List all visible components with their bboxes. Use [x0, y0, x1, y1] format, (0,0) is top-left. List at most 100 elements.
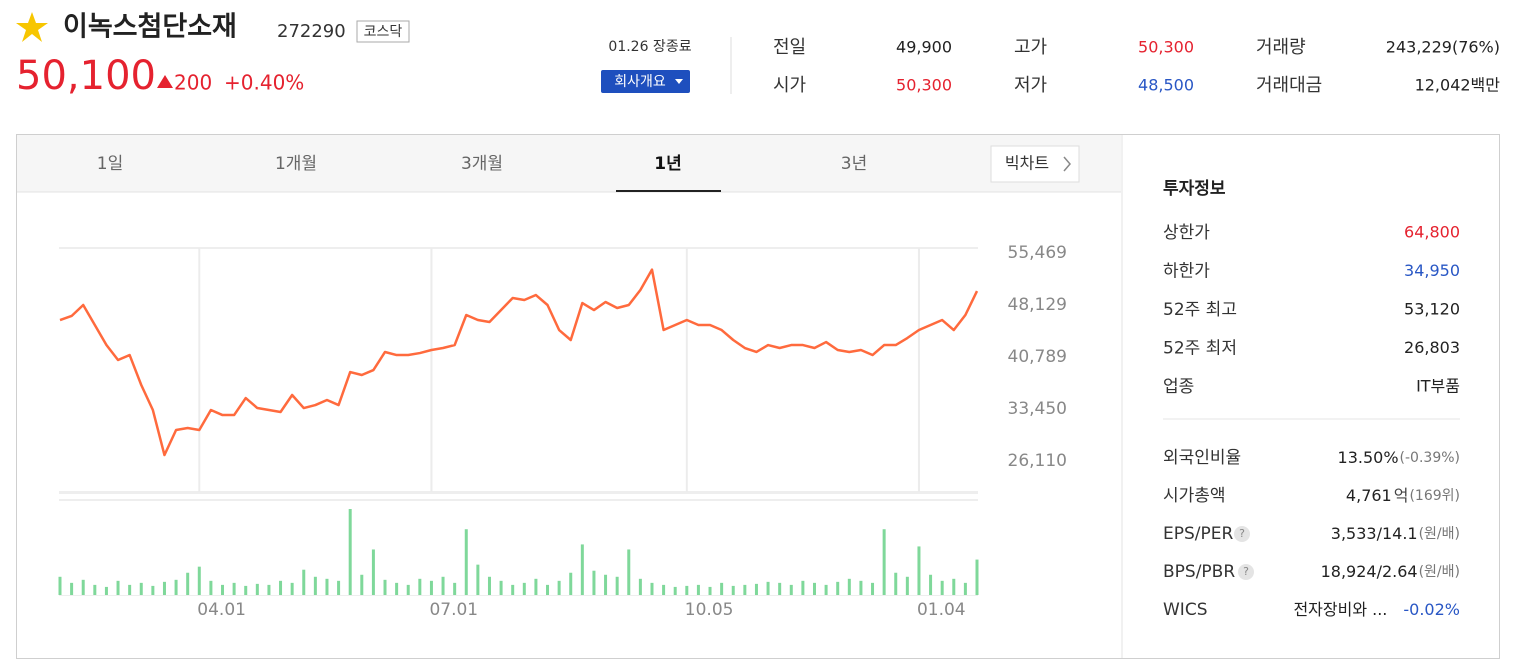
volume-bar: [557, 580, 561, 595]
volume-bar: [255, 583, 259, 595]
value: 3,533/14.1: [1331, 524, 1418, 543]
quote-value: 48,500: [1138, 76, 1194, 95]
volume-bar: [778, 582, 782, 595]
tab-underline: [616, 190, 721, 192]
info-label: 52주 최저: [1163, 339, 1237, 359]
dropdown-caret: [675, 79, 683, 84]
y-tick-label: 40,789: [1008, 347, 1067, 367]
volume-bar: [685, 585, 689, 595]
volume-bar: [627, 549, 631, 595]
quote-value: 50,300: [896, 76, 952, 95]
unit: 억: [1394, 486, 1409, 505]
volume-bar: [673, 586, 677, 595]
info-label: 외국인비율: [1163, 448, 1241, 468]
big-chart-button[interactable]: [990, 145, 1080, 183]
volume-bar: [604, 574, 608, 595]
help-icon: [1238, 564, 1254, 580]
big-chart-label[interactable]: 빅차트: [1005, 154, 1049, 173]
volume-bar: [534, 578, 538, 595]
note: (169위): [1409, 488, 1460, 504]
info-label: 업종: [1163, 377, 1194, 397]
chart-frame-bottom: [59, 491, 978, 494]
value: 18,924/2.64: [1321, 562, 1418, 581]
info-value: 4,761 억(169위): [1346, 486, 1460, 505]
period-tab[interactable]: 3년: [841, 154, 867, 174]
quote-value: 50,300: [1138, 38, 1194, 57]
x-tick-label: 07.01: [429, 600, 478, 620]
volume-bar: [638, 578, 642, 595]
volume-frame-top: [59, 499, 978, 501]
y-tick-label: 26,110: [1008, 451, 1067, 471]
invest-title: 투자정보: [1163, 179, 1226, 199]
info-value: IT부품: [1416, 377, 1460, 396]
volume-bar: [708, 586, 712, 595]
volume-bar: [546, 584, 550, 595]
volume-bar: [929, 574, 933, 595]
info-value: 전자장비와 ... -0.02%: [1293, 600, 1460, 619]
info-value: 53,120: [1404, 300, 1460, 319]
volume-bar: [93, 584, 97, 595]
volume-bar: [754, 583, 758, 595]
volume-bar: [882, 529, 886, 595]
volume-bar: [104, 586, 108, 595]
value: 전자장비와 ...: [1293, 600, 1387, 619]
volume-bar: [197, 566, 201, 595]
period-tab[interactable]: 1년: [654, 154, 681, 174]
volume-bar: [522, 582, 526, 595]
favorite-star[interactable]: [16, 12, 48, 42]
note: (-0.39%): [1400, 450, 1460, 466]
volume-bar: [487, 576, 491, 595]
help-mark: ?: [1243, 565, 1249, 578]
volume-bar: [267, 584, 271, 595]
chevron: [1063, 156, 1071, 172]
company-button-label[interactable]: 회사개요: [614, 74, 666, 90]
volume-bar: [348, 509, 352, 595]
volume-bar: [128, 584, 132, 595]
volume-bar: [569, 572, 573, 595]
volume-bar: [859, 580, 863, 595]
volume-bar: [395, 582, 399, 595]
quote-value: 12,042백만: [1415, 76, 1501, 95]
volume-bar: [940, 580, 944, 595]
help-mark: ?: [1239, 527, 1245, 540]
volume-bar: [162, 581, 166, 595]
volume-bar: [302, 569, 306, 595]
volume-bar: [58, 576, 62, 595]
quote-label: 저가: [1014, 75, 1047, 96]
price: 50,100: [16, 53, 156, 99]
volume-bar: [70, 582, 74, 595]
volume-bar: [151, 585, 155, 595]
info-label: EPS/PER: [1163, 524, 1234, 544]
market-box: [356, 20, 410, 43]
volume-bar: [789, 584, 793, 595]
stock-code: 272290: [277, 21, 346, 42]
volume-bar: [836, 581, 840, 595]
company-button[interactable]: [601, 70, 690, 93]
period-tab[interactable]: 1개월: [275, 154, 317, 174]
quote-label: 고가: [1014, 37, 1047, 58]
volume-bar: [731, 585, 735, 595]
period-tab[interactable]: 1일: [97, 154, 123, 174]
quote-value: 49,900: [896, 38, 952, 57]
x-tick-label: 01.04: [917, 600, 966, 620]
info-value: 26,803: [1404, 338, 1460, 357]
volume-bar: [209, 580, 213, 595]
volume-bar: [371, 549, 375, 595]
info-label: BPS/PBR: [1163, 562, 1235, 582]
y-tick-label: 48,129: [1008, 295, 1067, 315]
change: 200: [174, 71, 212, 95]
volume-bar: [279, 580, 283, 595]
note: (원/배): [1419, 526, 1460, 542]
volume-bar: [464, 529, 468, 595]
note: (원/배): [1419, 564, 1460, 580]
info-label: WICS: [1163, 600, 1207, 620]
volume-bar: [615, 576, 619, 595]
volume-bar: [720, 582, 724, 595]
volume-bar: [743, 584, 747, 595]
period-tab[interactable]: 3개월: [461, 154, 503, 174]
volume-bar: [406, 584, 410, 595]
note: -0.02%: [1403, 600, 1460, 619]
volume-bar: [337, 580, 341, 595]
y-tick-label: 33,450: [1008, 399, 1067, 419]
